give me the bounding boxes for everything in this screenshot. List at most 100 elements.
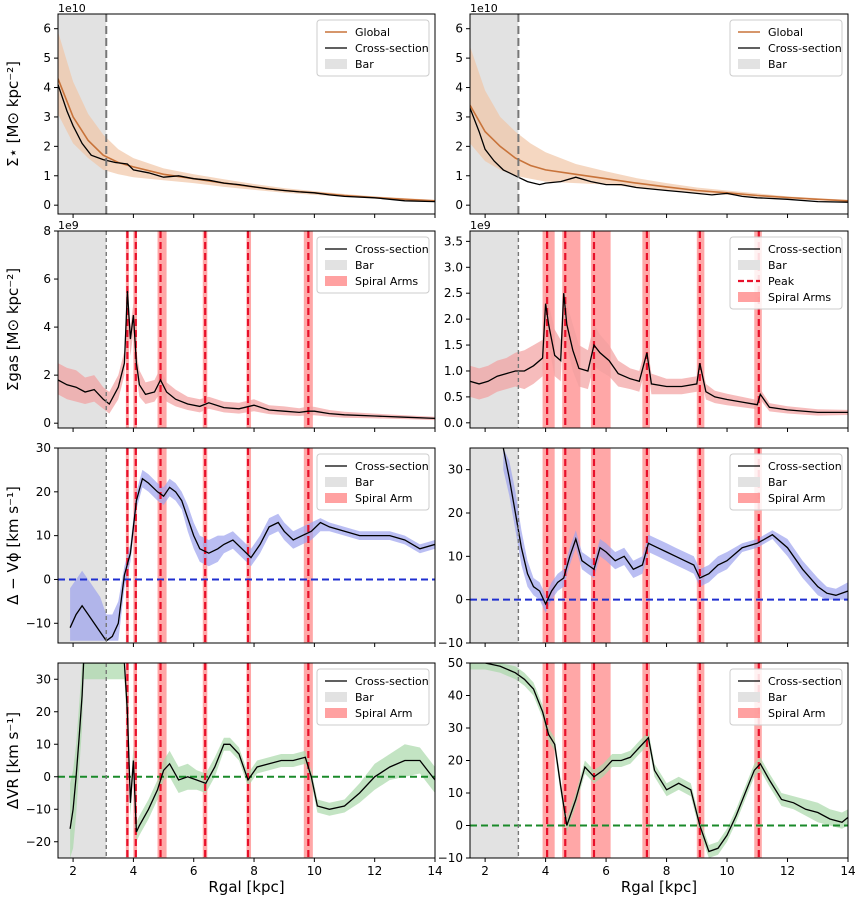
legend-handle [325, 493, 347, 503]
legend-handle [325, 477, 347, 487]
y-tick-label: 20 [448, 754, 463, 768]
panel-p30: −20 −10 0 10 20 30 2 4 6 8 10 12 14 ΔVR [km s⁻¹] Rgal … [4, 662, 443, 896]
spiral-arm-band [157, 663, 167, 858]
plot-area [58, 231, 435, 428]
spiral-arm-band [125, 663, 129, 858]
spiral-arm-band [590, 663, 611, 858]
y-tick-label: 3 [455, 110, 463, 124]
y-tick-label: 30 [36, 441, 51, 455]
y-tick-label: 5 [455, 51, 463, 65]
legend-handle [738, 692, 760, 702]
y-tick-label: 10 [36, 529, 51, 543]
x-tick-label: 2 [481, 864, 489, 878]
y-tick-label: 4 [455, 81, 463, 95]
spiral-arm-band [133, 231, 138, 428]
y-tick-label: 20 [36, 485, 51, 499]
y-axis-label: Σ⋆ [M⊙ kpc⁻²] [4, 61, 22, 167]
spiral-arm-band [303, 448, 313, 643]
legend-handle [325, 276, 347, 286]
x-tick-label: 8 [663, 864, 671, 878]
legend-label: Spiral Arm [355, 492, 412, 505]
legend-label: Cross-section [355, 675, 429, 688]
spiral-arm-band [562, 663, 581, 858]
y-tick-label: 0 [455, 198, 463, 212]
y-tick-label: −10 [26, 616, 51, 630]
y-tick-label: 4 [43, 320, 51, 334]
legend-label: Bar [355, 476, 374, 489]
legend: Cross-section Bar Spiral Arm [729, 668, 843, 726]
x-tick-label: 10 [307, 864, 322, 878]
spiral-arm-band [157, 448, 167, 643]
legend: Cross-section Bar Spiral Arm [316, 453, 430, 511]
plot-area [58, 663, 435, 858]
legend-label: Cross-section [355, 42, 429, 55]
y-tick-label: 30 [448, 721, 463, 735]
panel-p10: 0 2 4 6 8 1e9 Σgas [M⊙ kpc⁻²] Cross-section Bar S… [4, 219, 436, 432]
legend-label: Bar [768, 259, 787, 272]
y-tick-label: 20 [448, 506, 463, 520]
spiral-arm-band [246, 448, 252, 643]
axes-frame [469, 447, 849, 644]
y-tick-label: 5 [43, 51, 51, 65]
legend-label: Bar [355, 691, 374, 704]
series-line-cross-section [470, 293, 848, 414]
y-tick-label: 1.5 [444, 338, 463, 352]
plot-area [58, 448, 435, 643]
panel-p11: 0.0 0.5 1.0 1.5 2.0 2.5 3.0 3.5 1e9 Cross-section… [444, 219, 849, 432]
y-tick-label: 30 [448, 463, 463, 477]
error-band [503, 448, 848, 613]
spiral-arm-band [133, 663, 138, 858]
x-tick-label: 6 [602, 864, 610, 878]
legend-label: Bar [768, 58, 787, 71]
y-tick-label: 0 [43, 198, 51, 212]
spiral-arm-band [246, 231, 252, 428]
spiral-arm-band [542, 448, 555, 643]
x-axis-label: Rgal [kpc] [621, 878, 697, 896]
y-tick-label: 8 [43, 224, 51, 238]
y-tick-label: 3 [43, 110, 51, 124]
panel-p21: −10 0 10 20 30 Cross-section Bar Spiral Arm [438, 447, 849, 650]
y-tick-label: 0.0 [444, 416, 463, 430]
legend-label: Bar [768, 691, 787, 704]
error-band [470, 46, 848, 202]
y-tick-label: 2 [43, 139, 51, 153]
y-tick-label: 1 [43, 169, 51, 183]
panel-p31: −10 0 10 20 30 40 50 2 4 6 8 10 12 14 Rgal [kpc] Cross-… [438, 656, 856, 896]
series-line-cross-section [502, 448, 848, 606]
spiral-arm-band [696, 448, 705, 643]
y-tick-label: 2 [43, 368, 51, 382]
spiral-arm-band [642, 663, 650, 858]
x-tick-label: 8 [250, 864, 258, 878]
x-tick-label: 2 [69, 864, 77, 878]
legend-handle [738, 708, 760, 718]
legend: Cross-section Bar Peak Spiral Arms [729, 236, 843, 310]
series-line-cross-section [58, 84, 435, 203]
error-band [58, 279, 435, 421]
axis-multiplier: 1e10 [58, 2, 86, 15]
legend-label: Global [355, 26, 390, 39]
x-tick-label: 4 [130, 864, 138, 878]
axes-frame [57, 13, 436, 215]
y-axis-label: ΔVR [km s⁻¹] [4, 712, 22, 809]
y-tick-label: 30 [36, 672, 51, 686]
legend-label: Peak [768, 275, 795, 288]
spiral-arm-band [696, 663, 705, 858]
y-tick-label: 3.5 [444, 234, 463, 248]
legend-label: Spiral Arm [768, 492, 825, 505]
plot-area [58, 14, 435, 214]
y-tick-label: 50 [448, 656, 463, 670]
legend-handle [738, 477, 760, 487]
legend-label: Cross-section [768, 675, 842, 688]
series-line-cross-section [69, 477, 435, 642]
legend-label: Spiral Arms [355, 275, 418, 288]
spiral-arm-band [542, 663, 555, 858]
y-tick-label: 6 [455, 22, 463, 36]
x-tick-label: 14 [427, 864, 442, 878]
legend-label: Cross-section [768, 42, 842, 55]
y-tick-label: 10 [448, 549, 463, 563]
legend-label: Bar [768, 476, 787, 489]
series-line-cross-section [470, 107, 848, 203]
plot-area [470, 448, 848, 643]
y-tick-label: 2.5 [444, 286, 463, 300]
